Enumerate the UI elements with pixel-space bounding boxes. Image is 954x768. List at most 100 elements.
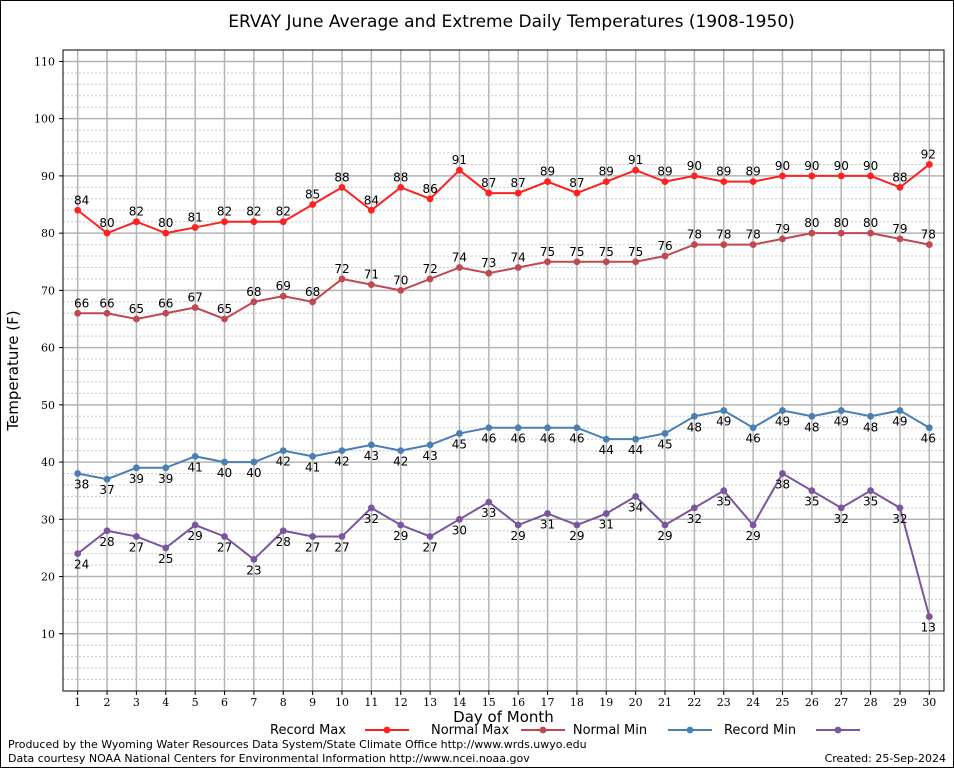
data-label: 74 bbox=[511, 250, 526, 264]
data-label: 90 bbox=[863, 159, 878, 173]
data-point bbox=[367, 504, 375, 512]
data-point bbox=[514, 521, 522, 529]
series-line bbox=[77, 409, 930, 481]
data-point bbox=[632, 166, 640, 174]
x-tick-label: 9 bbox=[309, 696, 316, 709]
data-label: 39 bbox=[129, 472, 144, 486]
x-tick-label: 30 bbox=[922, 696, 936, 709]
x-tick-label: 15 bbox=[482, 696, 496, 709]
data-label: 73 bbox=[481, 256, 496, 270]
data-label: 27 bbox=[305, 540, 320, 554]
data-point bbox=[338, 275, 346, 283]
data-label: 49 bbox=[834, 415, 849, 429]
x-tick-label: 28 bbox=[864, 696, 878, 709]
data-label: 89 bbox=[716, 165, 731, 179]
data-label: 27 bbox=[334, 540, 349, 554]
data-label: 27 bbox=[217, 540, 232, 554]
data-point bbox=[544, 424, 551, 432]
data-label: 79 bbox=[775, 222, 790, 236]
y-tick-label: 20 bbox=[41, 571, 55, 584]
data-point bbox=[808, 172, 816, 180]
data-label: 41 bbox=[305, 460, 320, 474]
data-label: 46 bbox=[481, 432, 496, 446]
data-point bbox=[896, 235, 904, 243]
data-label: 89 bbox=[540, 165, 555, 179]
data-point bbox=[896, 504, 904, 512]
data-point bbox=[426, 441, 434, 449]
data-point bbox=[632, 258, 640, 266]
data-point bbox=[720, 487, 728, 495]
data-point bbox=[103, 527, 111, 535]
data-point bbox=[925, 241, 933, 248]
data-point bbox=[514, 264, 522, 271]
data-point bbox=[133, 464, 140, 472]
data-point bbox=[221, 458, 228, 466]
data-label: 67 bbox=[188, 291, 203, 305]
chart-title: ERVAY June Average and Extreme Daily Tem… bbox=[228, 12, 795, 32]
legend-label: Normal Min bbox=[573, 723, 647, 738]
data-label: 91 bbox=[452, 153, 467, 167]
data-label: 92 bbox=[921, 147, 936, 161]
data-point bbox=[103, 309, 111, 317]
data-point bbox=[690, 241, 698, 248]
data-point bbox=[749, 521, 757, 529]
data-label: 31 bbox=[540, 518, 555, 532]
data-point bbox=[749, 241, 757, 248]
data-label: 89 bbox=[745, 165, 760, 179]
legend-label: Normal Max bbox=[431, 723, 509, 738]
data-point bbox=[338, 447, 346, 455]
data-label: 42 bbox=[393, 455, 408, 469]
data-point bbox=[309, 298, 317, 306]
data-point bbox=[544, 258, 551, 266]
x-tick-label: 27 bbox=[834, 696, 848, 709]
data-point bbox=[74, 550, 82, 558]
data-label: 84 bbox=[74, 193, 89, 207]
data-point bbox=[338, 533, 346, 540]
legend-marker bbox=[686, 726, 694, 734]
data-label: 68 bbox=[246, 285, 261, 299]
data-label: 91 bbox=[628, 153, 643, 167]
data-point bbox=[632, 493, 640, 500]
data-label: 76 bbox=[657, 239, 672, 253]
data-label: 48 bbox=[863, 420, 878, 434]
data-label: 48 bbox=[804, 420, 819, 434]
data-label: 13 bbox=[921, 621, 936, 635]
data-label: 30 bbox=[452, 523, 467, 537]
data-point bbox=[103, 229, 111, 237]
data-point bbox=[279, 218, 287, 226]
data-point bbox=[279, 447, 287, 455]
data-label: 66 bbox=[99, 296, 114, 310]
data-point bbox=[661, 430, 669, 437]
x-tick-label: 7 bbox=[250, 696, 257, 709]
data-point bbox=[573, 258, 581, 266]
data-point bbox=[573, 521, 581, 529]
data-point bbox=[867, 172, 874, 180]
x-tick-label: 17 bbox=[541, 696, 555, 709]
data-label: 78 bbox=[687, 228, 702, 242]
y-tick-label: 10 bbox=[41, 628, 55, 641]
data-label: 69 bbox=[276, 279, 291, 293]
data-label: 90 bbox=[804, 159, 819, 173]
data-label: 34 bbox=[628, 500, 643, 514]
x-tick-label: 6 bbox=[221, 696, 228, 709]
data-label: 32 bbox=[364, 512, 379, 526]
data-label: 88 bbox=[393, 170, 408, 184]
data-label: 75 bbox=[628, 245, 643, 259]
data-label: 88 bbox=[334, 170, 349, 184]
data-point bbox=[426, 275, 434, 283]
data-label: 90 bbox=[687, 159, 702, 173]
data-label: 32 bbox=[892, 512, 907, 526]
data-label: 66 bbox=[74, 296, 89, 310]
x-tick-label: 10 bbox=[335, 696, 349, 709]
data-label: 46 bbox=[511, 432, 526, 446]
data-label: 45 bbox=[657, 437, 672, 451]
data-label: 65 bbox=[217, 302, 232, 316]
data-label: 33 bbox=[481, 506, 496, 520]
data-label: 28 bbox=[99, 535, 114, 549]
data-label: 78 bbox=[716, 228, 731, 242]
data-point bbox=[661, 178, 669, 186]
data-label: 45 bbox=[452, 437, 467, 451]
x-tick-label: 29 bbox=[893, 696, 907, 709]
x-tick-label: 19 bbox=[599, 696, 613, 709]
